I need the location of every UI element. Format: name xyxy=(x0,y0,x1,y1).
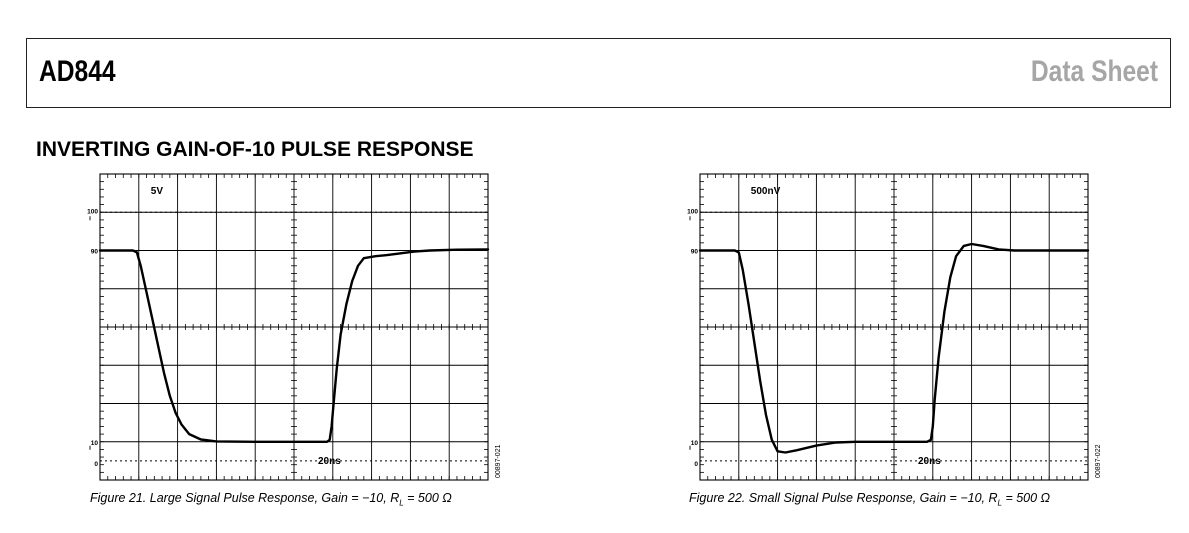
waveform-trace xyxy=(698,242,1090,454)
figure-id-label: 00897-021 xyxy=(495,444,502,478)
vertical-scale-label: 5V xyxy=(151,186,164,197)
document-type: Data Sheet xyxy=(1030,55,1158,88)
waveform-trace xyxy=(98,248,490,443)
caption-tail: = 500 Ω xyxy=(403,491,452,505)
marker-label: 0 xyxy=(94,461,98,468)
marker-label: 10 xyxy=(691,440,699,447)
time-scale-label: 20ns xyxy=(918,456,941,467)
marker-label: 10 xyxy=(91,440,99,447)
marker-label: 0 xyxy=(694,461,698,468)
marker-label: 100 xyxy=(87,208,98,215)
caption-subscript: L xyxy=(997,498,1002,508)
figure-caption: Figure 22. Small Signal Pulse Response, … xyxy=(689,491,1050,508)
marker-label: 100 xyxy=(687,208,698,215)
caption-text: Figure 21. Large Signal Pulse Response, … xyxy=(90,491,400,505)
oscilloscope-plot-small-signal: 100 90 10 0 500nV 20ns 00897-022 xyxy=(684,170,1124,486)
caption-tail: = 500 Ω xyxy=(1001,491,1051,505)
marker-label: 90 xyxy=(91,249,99,256)
part-number: AD844 xyxy=(39,55,116,88)
caption-text: Figure 22. Small Signal Pulse Response, … xyxy=(689,491,998,505)
oscilloscope-plot-large-signal: 100 90 10 0 5V 20ns 00897-021 xyxy=(84,170,524,486)
caption-subscript: L xyxy=(399,498,404,508)
plot-border xyxy=(99,173,489,481)
figure-caption: Figure 21. Large Signal Pulse Response, … xyxy=(90,491,452,508)
vertical-scale-label: 500nV xyxy=(751,186,781,197)
plot-border xyxy=(699,173,1089,481)
time-scale-label: 20ns xyxy=(318,456,341,467)
figure-id-label: 00897-022 xyxy=(1095,444,1102,478)
section-title: INVERTING GAIN-OF-10 PULSE RESPONSE xyxy=(36,138,474,161)
page-header: AD844 Data Sheet xyxy=(26,38,1171,108)
marker-label: 90 xyxy=(691,249,699,256)
